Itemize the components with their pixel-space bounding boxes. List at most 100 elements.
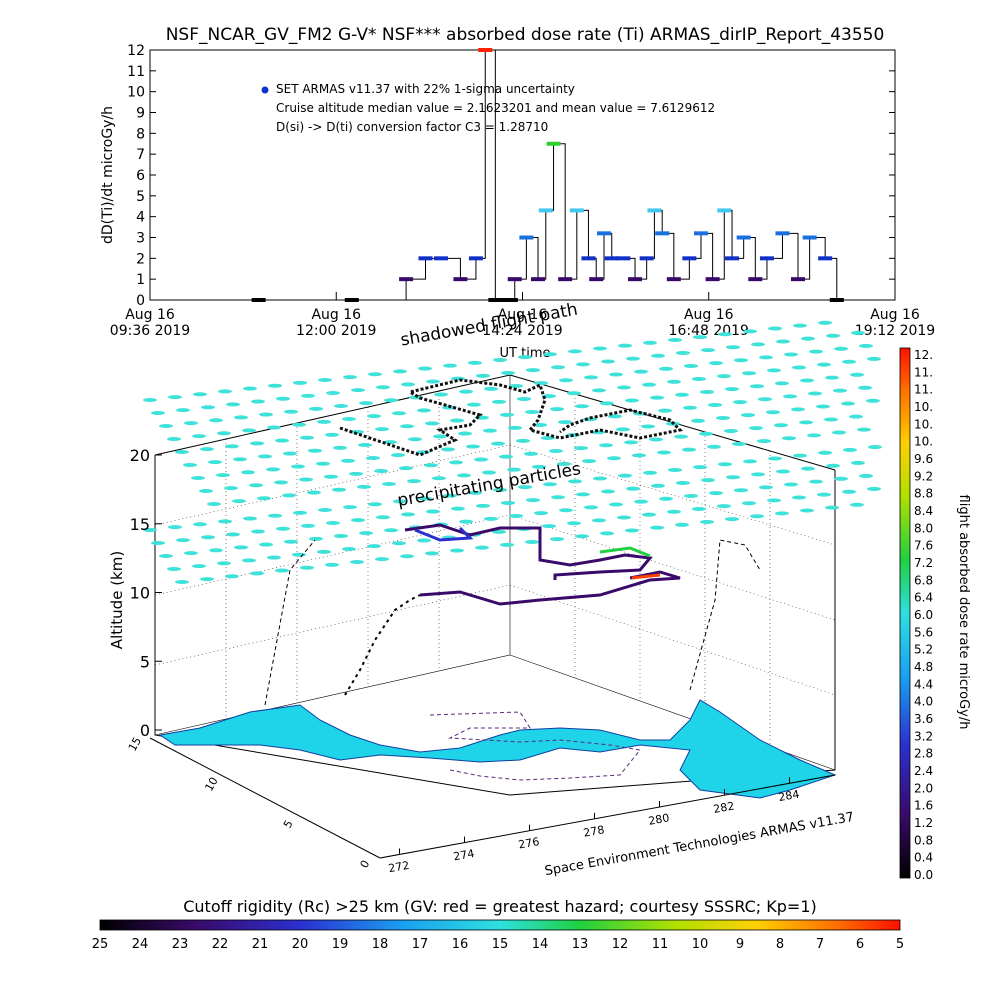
particle	[284, 539, 298, 544]
y-tick-label: 2	[136, 251, 145, 267]
particle	[143, 528, 157, 532]
particle	[726, 475, 740, 480]
particle	[867, 486, 881, 491]
data-point	[507, 277, 522, 282]
particle	[559, 508, 573, 513]
cutoff-tick-label: 16	[452, 937, 469, 952]
particle	[618, 343, 632, 348]
particle	[350, 559, 364, 564]
particle	[692, 376, 706, 381]
particle	[224, 486, 238, 491]
x-tick-label-line1: Aug 16	[870, 307, 920, 323]
particle	[259, 412, 273, 417]
particle	[242, 428, 256, 433]
dose-rate-tick-label: 0.8	[914, 833, 933, 847]
data-point	[639, 256, 654, 261]
particle	[251, 529, 265, 534]
particle	[700, 389, 714, 394]
particle	[216, 473, 230, 478]
particle	[175, 450, 189, 454]
particle	[417, 408, 431, 413]
particle	[833, 388, 847, 393]
floor-axis-lat	[149, 737, 381, 859]
particle	[750, 514, 764, 519]
y-tick-label: 8	[136, 126, 145, 142]
particle	[441, 447, 455, 452]
cutoff-tick-label: 15	[492, 937, 509, 952]
particle	[651, 483, 665, 488]
particle	[307, 490, 321, 495]
particle	[801, 336, 815, 341]
particle	[309, 406, 323, 411]
particle	[384, 398, 398, 403]
data-point	[802, 235, 817, 240]
longitude-tick-label: 274	[452, 847, 475, 863]
flight-path-low	[419, 570, 681, 606]
back-wall	[154, 455, 836, 796]
dose-rate-tick-label: 7.6	[914, 539, 933, 553]
data-point	[503, 298, 518, 302]
particle	[866, 398, 880, 403]
particle	[292, 552, 306, 557]
data-point	[558, 277, 573, 282]
particle	[383, 440, 397, 445]
cutoff-tick-label: 10	[692, 937, 709, 952]
particle	[542, 524, 556, 529]
legend-line-1: SET ARMAS v11.37 with 22% 1-sigma uncert…	[276, 82, 575, 96]
particle	[832, 430, 846, 435]
particle	[424, 463, 438, 468]
particle	[300, 565, 314, 570]
particle	[251, 399, 265, 404]
particle	[459, 519, 473, 524]
particle	[532, 464, 546, 469]
particle	[709, 361, 723, 366]
particle	[476, 373, 490, 378]
data-point	[251, 298, 266, 302]
particle	[600, 531, 614, 536]
particle	[259, 542, 273, 547]
data-point	[829, 298, 844, 302]
particle	[732, 441, 746, 446]
particle	[632, 453, 646, 458]
particle	[400, 554, 414, 559]
particle	[457, 473, 471, 478]
particle	[568, 479, 582, 484]
particle	[183, 463, 197, 467]
particle	[468, 490, 482, 495]
projection-dashed	[264, 539, 316, 706]
data-point	[647, 208, 662, 213]
particle	[392, 541, 406, 546]
particle	[225, 444, 239, 449]
dose-rate-tick-label: 8.4	[914, 504, 933, 518]
particle	[692, 506, 706, 511]
particle	[551, 495, 565, 500]
altitude-tick-label: 5	[140, 652, 150, 671]
particle	[493, 357, 507, 362]
cutoff-tick-label: 22	[212, 937, 229, 952]
particle	[551, 365, 565, 370]
particle	[249, 483, 263, 488]
particle	[801, 466, 815, 471]
particle	[574, 446, 588, 451]
cutoff-tick-label: 7	[816, 937, 824, 952]
particle	[684, 493, 698, 498]
data-point	[434, 256, 449, 261]
dose-rate-tick-label: 2.8	[914, 747, 933, 761]
top-x-axis-label: UT time	[500, 346, 551, 361]
cutoff-tick-label: 8	[776, 937, 784, 952]
particle	[274, 480, 288, 485]
particle	[343, 375, 357, 380]
particle	[659, 366, 673, 371]
particle	[407, 479, 421, 484]
particle	[734, 488, 748, 493]
particle	[276, 526, 290, 531]
longitude-tick-label: 280	[647, 811, 670, 827]
particle	[525, 539, 539, 544]
y-tick-label: 6	[136, 168, 145, 184]
particle	[550, 407, 564, 412]
particle	[234, 545, 248, 550]
cutoff-rigidity-colorbar: Cutoff rigidity (Rc) >25 km (GV: red = g…	[92, 897, 904, 952]
particle	[758, 397, 772, 402]
